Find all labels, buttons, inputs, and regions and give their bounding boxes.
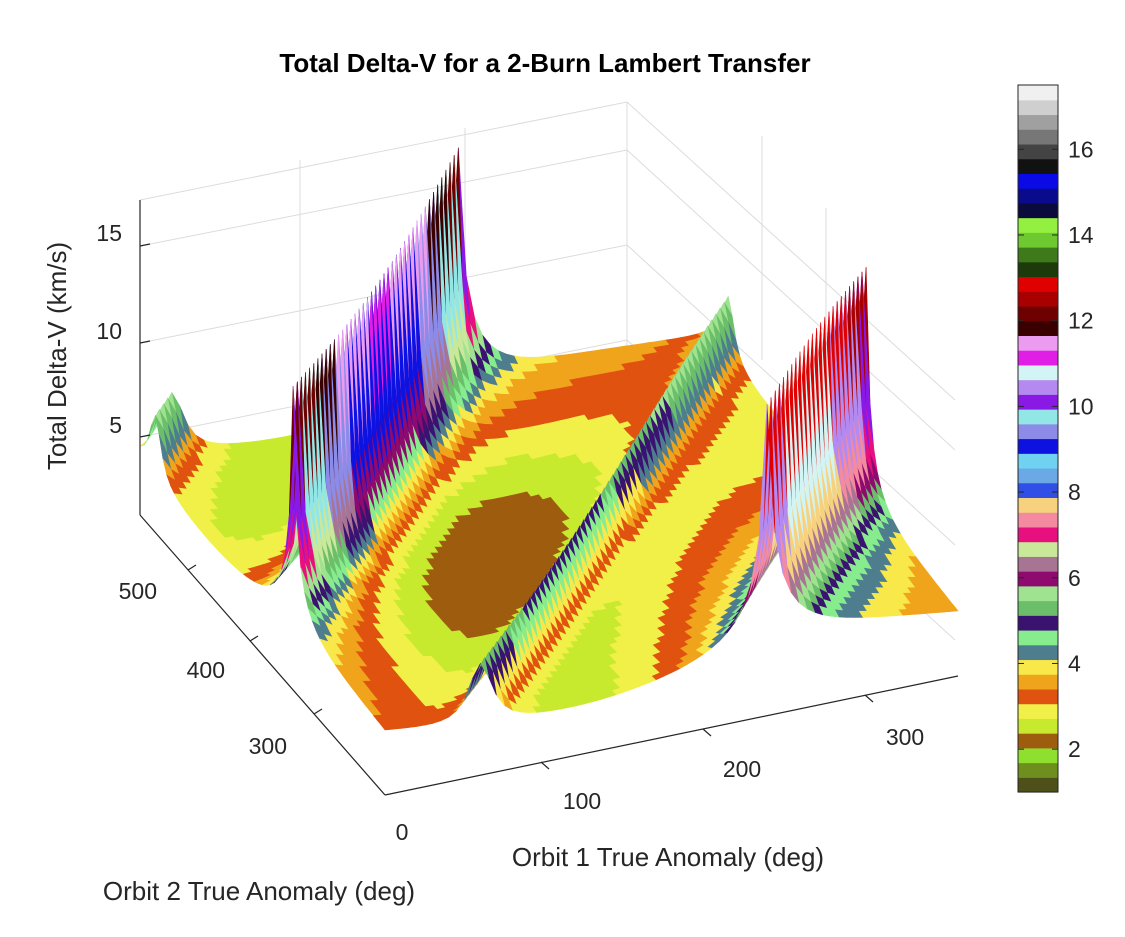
colorbar: 2 4 6 8 10 12 14 16	[1017, 84, 1094, 793]
colorbar-band	[1018, 364, 1058, 381]
colorbar-band	[1018, 644, 1058, 661]
colorbar-frame	[1017, 84, 1059, 793]
colorbar-band	[1018, 335, 1058, 351]
colorbar-band	[1018, 320, 1058, 336]
y-axis-line	[139, 514, 386, 796]
colorbar-band	[1018, 409, 1058, 425]
colorbar-band	[1018, 173, 1058, 189]
colorbar-band	[1018, 305, 1058, 322]
colorbar-band	[1018, 247, 1058, 263]
colorbar-tick-label: 12	[1068, 308, 1094, 334]
colorbar-band	[1018, 85, 1058, 101]
y-tick-label: 400	[187, 657, 225, 683]
colorbar-band	[1018, 114, 1058, 130]
x-axis-line	[384, 675, 959, 796]
colorbar-band	[1018, 762, 1058, 778]
colorbar-band	[1018, 585, 1058, 602]
x-tick-label: 0	[396, 819, 409, 845]
colorbar-band	[1018, 512, 1058, 528]
x-axis-label: Orbit 1 True Anomaly (deg)	[512, 842, 824, 872]
colorbar-band	[1018, 526, 1058, 543]
colorbar-tick-label: 16	[1068, 136, 1094, 162]
colorbar-band	[1018, 350, 1058, 366]
colorbar-band	[1018, 703, 1058, 719]
axes-lines	[139, 200, 959, 796]
delta-v-surface	[139, 147, 959, 731]
colorbar-tick-label: 2	[1068, 736, 1081, 762]
colorbar-band	[1018, 202, 1058, 219]
colorbar-band	[1018, 438, 1058, 454]
colorbar-band	[1018, 261, 1058, 278]
colorbar-band	[1018, 158, 1058, 174]
colorbar-band	[1018, 423, 1058, 440]
colorbar-band	[1018, 747, 1058, 764]
colorbar-band	[1018, 733, 1058, 749]
colorbar-band	[1018, 541, 1058, 557]
surface-patch	[380, 724, 394, 731]
colorbar-band	[1018, 129, 1058, 145]
colorbar-band	[1018, 571, 1058, 587]
colorbar-tick-label: 8	[1068, 479, 1081, 505]
colorbar-band	[1018, 217, 1058, 233]
z-tick-label: 15	[96, 220, 122, 246]
colorbar-band	[1018, 379, 1058, 395]
x-tick-label: 300	[886, 724, 924, 750]
colorbar-band	[1018, 276, 1058, 292]
chart-title: Total Delta-V for a 2-Burn Lambert Trans…	[279, 48, 810, 78]
colorbar-band	[1018, 600, 1058, 616]
colorbar-band	[1018, 99, 1058, 116]
colorbar-tick-label: 4	[1068, 650, 1081, 676]
colorbar-band	[1018, 467, 1058, 484]
colorbar-band	[1018, 777, 1058, 793]
colorbar-band	[1018, 482, 1058, 499]
colorbar-band	[1018, 629, 1058, 646]
y-axis-label: Orbit 2 True Anomaly (deg)	[103, 876, 415, 906]
y-tick-label: 300	[249, 733, 287, 759]
z-tick-label: 5	[109, 412, 122, 438]
colorbar-band	[1018, 188, 1058, 204]
z-axis-label: Total Delta-V (km/s)	[42, 242, 72, 470]
colorbar-band	[1018, 497, 1058, 513]
colorbar-band	[1018, 674, 1058, 690]
colorbar-band	[1018, 615, 1058, 631]
colorbar-band	[1018, 659, 1058, 675]
x-tick-label: 100	[563, 788, 601, 814]
colorbar-band	[1018, 453, 1058, 469]
colorbar-band	[1018, 291, 1058, 307]
colorbar-band	[1018, 143, 1058, 160]
colorbar-band	[1018, 232, 1058, 248]
colorbar-band	[1018, 718, 1058, 734]
colorbar-tick-label: 14	[1068, 222, 1094, 248]
colorbar-tick-label: 6	[1068, 565, 1081, 591]
y-tick-label: 500	[119, 578, 157, 604]
colorbar-band	[1018, 556, 1058, 572]
colorbar-band	[1018, 688, 1058, 705]
x-tick-label: 200	[723, 756, 761, 782]
colorbar-tick-label: 10	[1068, 393, 1094, 419]
z-tick-label: 10	[96, 318, 122, 344]
colorbar-band	[1018, 394, 1058, 410]
